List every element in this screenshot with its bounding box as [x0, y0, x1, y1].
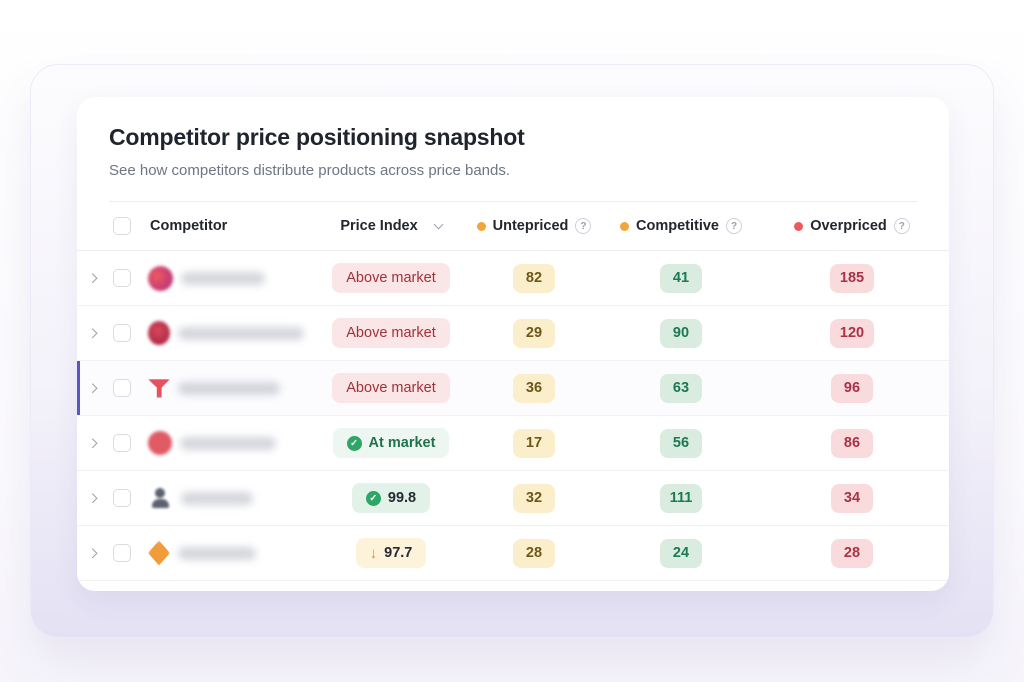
- untepriced-count-badge: 17: [513, 428, 555, 458]
- competitive-dot-icon: [620, 221, 629, 231]
- competitor-cell: [77, 265, 321, 291]
- column-label-untepriced: Untepriced: [492, 218, 569, 234]
- competitor-name-blurred: [180, 436, 276, 450]
- column-competitor: Competitor: [77, 217, 321, 235]
- overpriced-dot-icon: [794, 221, 804, 231]
- column-competitive: Competitive ?: [620, 218, 742, 234]
- untepriced-dot-icon: [476, 221, 486, 231]
- price-positioning-card: Competitor price positioning snapshot Se…: [77, 97, 949, 591]
- column-label-overpriced: Overpriced: [810, 218, 887, 234]
- competitive-count-badge: 41: [660, 263, 702, 293]
- competitor-logo: [148, 265, 173, 291]
- column-label-price-index: Price Index: [340, 218, 418, 234]
- competitor-name-blurred: [181, 491, 253, 505]
- untepriced-count-badge: 32: [513, 483, 555, 513]
- table-row[interactable]: ↓ 97.7 28 24 28: [77, 526, 949, 581]
- select-all-checkbox[interactable]: [113, 217, 131, 235]
- check-circle-icon: ✓: [365, 490, 381, 506]
- expand-row-button[interactable]: [87, 273, 113, 283]
- table-header-row: Competitor Price Index Untepriced ? Comp…: [77, 202, 949, 251]
- column-label-competitor: Competitor: [150, 218, 228, 234]
- chevron-right-icon: [87, 438, 97, 448]
- competitor-cell: [77, 486, 321, 511]
- overpriced-count-badge: 34: [831, 483, 873, 513]
- chevron-right-icon: [87, 493, 97, 503]
- row-checkbox[interactable]: [113, 434, 131, 452]
- column-price-index[interactable]: Price Index: [340, 218, 444, 234]
- price-index-badge: Above market: [332, 318, 450, 348]
- competitor-cell: [77, 377, 321, 399]
- competitor-logo: [148, 431, 172, 455]
- untepriced-count-badge: 82: [513, 263, 555, 293]
- overpriced-count-badge: 96: [831, 373, 873, 403]
- competitor-logo: [148, 321, 170, 345]
- help-icon[interactable]: ?: [893, 218, 910, 234]
- expand-row-button[interactable]: [87, 438, 113, 448]
- competitive-count-badge: 111: [659, 483, 703, 513]
- competitor-cell: [77, 540, 321, 566]
- check-circle-icon: ✓: [346, 435, 362, 451]
- chevron-down-icon: [433, 219, 444, 230]
- column-label-competitive: Competitive: [636, 218, 719, 234]
- competitive-count-badge: 63: [660, 373, 702, 403]
- chevron-right-icon: [87, 273, 97, 283]
- price-index-badge: ✓ At market: [332, 428, 450, 458]
- overpriced-count-badge: 120: [829, 318, 875, 348]
- competitor-name-blurred: [181, 271, 265, 285]
- column-overpriced: Overpriced ?: [794, 218, 910, 234]
- price-index-badge: ↓ 97.7: [355, 538, 427, 568]
- competitor-cell: [77, 431, 321, 455]
- overpriced-count-badge: 86: [831, 428, 873, 458]
- help-icon[interactable]: ?: [726, 218, 742, 234]
- row-checkbox[interactable]: [113, 489, 131, 507]
- competitor-logo: [148, 379, 170, 398]
- arrow-down-icon: ↓: [369, 544, 378, 562]
- row-checkbox[interactable]: [113, 269, 131, 287]
- competitive-count-badge: 56: [660, 428, 702, 458]
- table-row[interactable]: ✓ 99.8 32 111 34: [77, 471, 949, 526]
- row-checkbox[interactable]: [113, 379, 131, 397]
- chevron-right-icon: [87, 548, 97, 558]
- price-index-badge: Above market: [332, 263, 450, 293]
- competitor-name-blurred: [178, 546, 256, 560]
- competitor-name-blurred: [178, 381, 280, 395]
- table-row[interactable]: ✓ At market 17 56 86: [77, 416, 949, 471]
- competitor-cell: [77, 321, 321, 345]
- price-index-value: 97.7: [384, 545, 413, 561]
- competitor-logo: [148, 486, 173, 511]
- help-icon[interactable]: ?: [575, 218, 592, 234]
- price-index-label: At market: [368, 435, 436, 451]
- gradient-backdrop-card: Competitor price positioning snapshot Se…: [30, 64, 994, 638]
- expand-row-button[interactable]: [87, 383, 113, 393]
- expand-row-button[interactable]: [87, 328, 113, 338]
- competitor-logo: [148, 540, 170, 566]
- untepriced-count-badge: 29: [513, 318, 555, 348]
- expand-row-button[interactable]: [87, 548, 113, 558]
- overpriced-count-badge: 28: [831, 538, 873, 568]
- expand-row-button[interactable]: [87, 493, 113, 503]
- row-checkbox[interactable]: [113, 544, 131, 562]
- page-title: Competitor price positioning snapshot: [109, 124, 525, 150]
- chevron-right-icon: [87, 383, 97, 393]
- table-row[interactable]: Above market 82 41 185: [77, 251, 949, 306]
- competitive-count-badge: 24: [660, 538, 702, 568]
- card-header: Competitor price positioning snapshot Se…: [77, 97, 949, 202]
- overpriced-count-badge: 185: [829, 263, 875, 293]
- table-row[interactable]: Above market 29 90 120: [77, 306, 949, 361]
- row-checkbox[interactable]: [113, 324, 131, 342]
- untepriced-count-badge: 36: [513, 373, 555, 403]
- price-index-badge: Above market: [332, 373, 450, 403]
- page-subtitle: See how competitors distribute products …: [109, 162, 511, 179]
- price-index-value: 99.8: [387, 490, 417, 506]
- header-divider: [109, 201, 917, 202]
- untepriced-count-badge: 28: [513, 538, 555, 568]
- column-untepriced: Untepriced ?: [476, 218, 592, 234]
- competitor-name-blurred: [178, 326, 304, 340]
- price-index-badge: ✓ 99.8: [351, 483, 431, 513]
- chevron-right-icon: [87, 328, 97, 338]
- competitive-count-badge: 90: [660, 318, 702, 348]
- table-row-selected[interactable]: Above market 36 63 96: [77, 361, 949, 416]
